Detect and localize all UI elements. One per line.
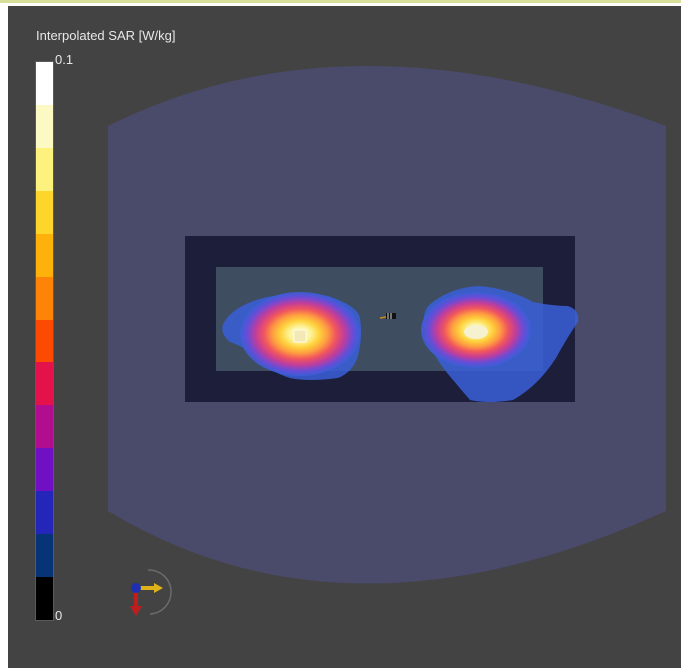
orientation-axes-icon[interactable]	[126, 562, 172, 622]
color-band-11	[36, 534, 53, 578]
color-band-12	[36, 577, 53, 620]
color-band-8	[36, 405, 53, 449]
color-band-2	[36, 147, 53, 191]
sar-peak-left	[293, 329, 307, 343]
color-band-10	[36, 491, 53, 535]
3d-viewport[interactable]: Interpolated SAR [W/kg] 0.1 0	[8, 6, 681, 668]
legend-min-label: 0	[55, 608, 63, 623]
window-top-border	[0, 0, 681, 3]
color-band-3	[36, 190, 53, 234]
sar-scene	[108, 66, 666, 584]
color-band-9	[36, 448, 53, 492]
color-band-6	[36, 319, 53, 363]
color-band-4	[36, 233, 53, 277]
legend-max-label: 0.1	[55, 52, 74, 67]
color-band-5	[36, 276, 53, 320]
color-band-0	[36, 62, 53, 105]
color-legend-bar	[35, 61, 54, 621]
legend-title: Interpolated SAR [W/kg]	[36, 28, 176, 43]
color-band-7	[36, 362, 53, 406]
sar-peak-right	[464, 325, 488, 339]
color-band-1	[36, 104, 53, 148]
feed-point-marker	[379, 313, 396, 319]
